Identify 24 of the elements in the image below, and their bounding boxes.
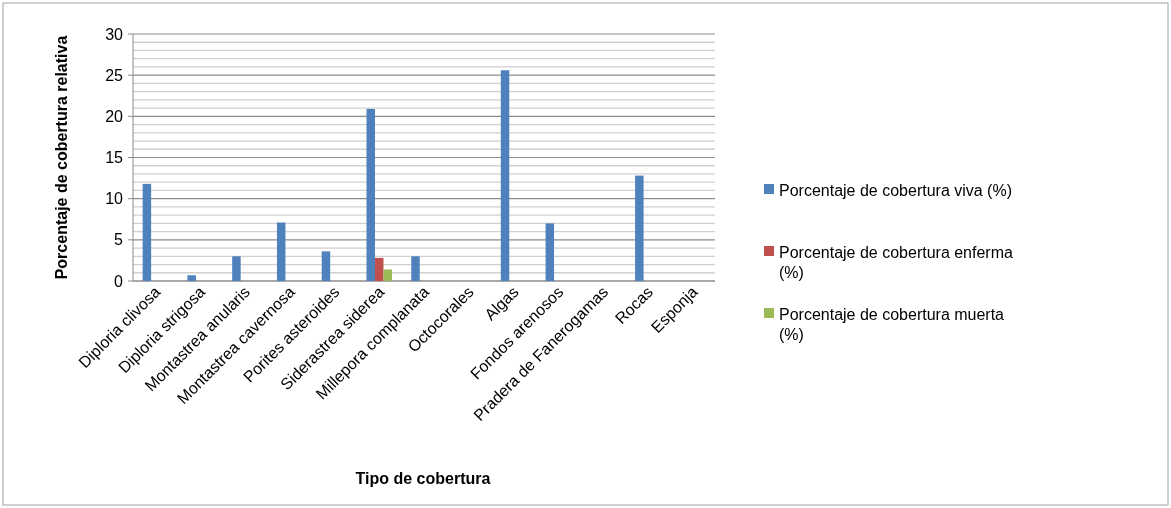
bar (383, 269, 392, 281)
bar (321, 251, 331, 281)
y-tick-label: 20 (105, 107, 124, 125)
bar (500, 70, 510, 281)
y-tick-label: 5 (114, 231, 124, 249)
bar (635, 175, 644, 281)
bar (374, 257, 384, 281)
bar (545, 223, 555, 281)
y-tick-label: 25 (105, 66, 124, 84)
y-tick-label: 0 (114, 272, 124, 290)
y-axis-title: Porcentaje de cobertura relativa (53, 35, 70, 280)
y-tick-label: 15 (105, 149, 124, 167)
legend-label: Porcentaje de cobertura viva (%) (779, 181, 1012, 199)
bar (411, 256, 420, 281)
x-axis-title: Tipo de cobertura (355, 470, 491, 487)
bar (187, 275, 196, 281)
y-tick-label: 30 (105, 25, 124, 43)
bar (276, 222, 286, 281)
bar (142, 183, 152, 281)
bar (232, 256, 241, 281)
legend-label: Porcentaje de cobertura muerta (%) (779, 305, 1005, 344)
legend-label: Porcentaje de cobertura enferma (%) (779, 243, 1014, 282)
bar (366, 108, 375, 281)
y-tick-label: 10 (105, 190, 124, 208)
